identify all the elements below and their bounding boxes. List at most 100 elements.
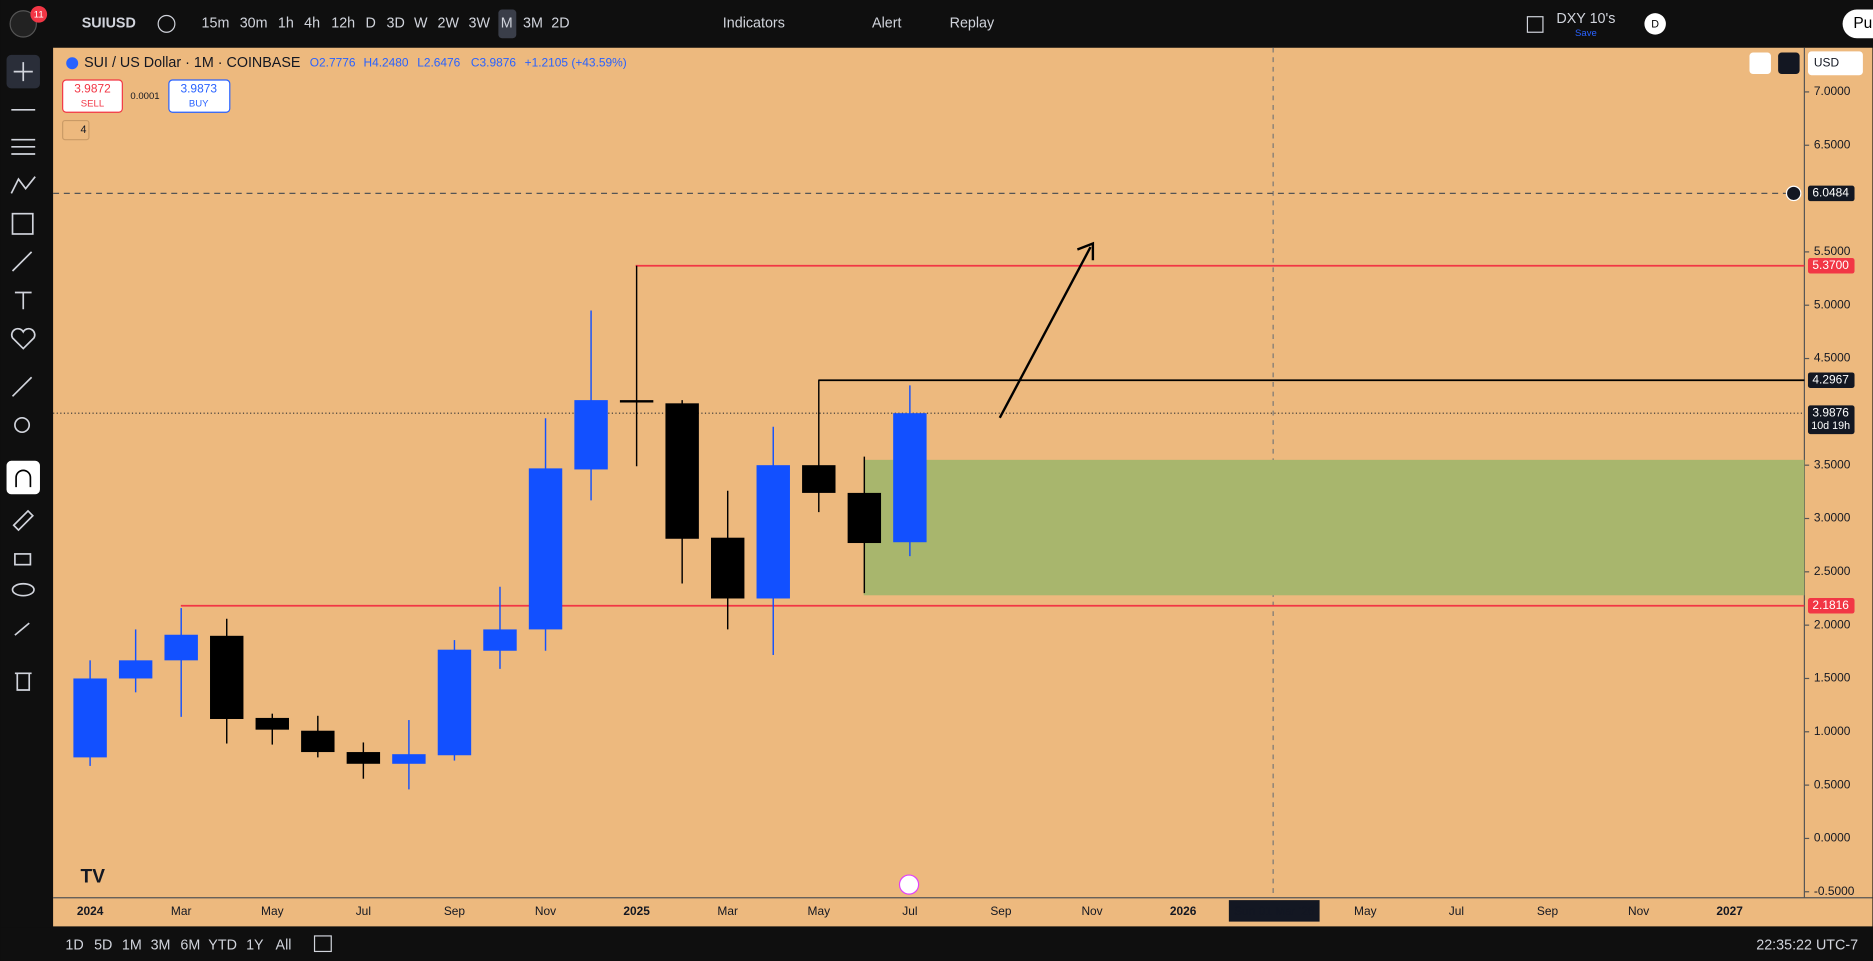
y-tick-label: 3.0000: [1814, 511, 1851, 525]
tv-logo: TV: [81, 866, 106, 887]
notification-badge[interactable]: [30, 5, 48, 23]
currency[interactable]: USD: [1814, 55, 1840, 69]
arrow-drawing: [998, 246, 1092, 419]
timeframe[interactable]: M: [501, 16, 513, 32]
price-label: 3.9876: [1812, 405, 1849, 419]
y-tick-label: 2.5000: [1814, 564, 1851, 578]
timeframe[interactable]: W: [414, 16, 428, 32]
tool-favorites[interactable]: [10, 327, 36, 350]
buy-price[interactable]: 3.9873: [181, 82, 218, 96]
price-label-box: [1807, 257, 1855, 274]
x-tick-label: May: [1354, 904, 1377, 918]
left-toolbar[interactable]: [6, 54, 40, 691]
scale-button[interactable]: [1749, 52, 1771, 75]
tool-trash[interactable]: [14, 672, 32, 691]
range-button[interactable]: 1M: [122, 937, 142, 953]
price-label-box: [1807, 405, 1855, 435]
range-button[interactable]: YTD: [208, 937, 237, 953]
candle-body: [802, 465, 836, 493]
range-button[interactable]: 1D: [65, 937, 83, 953]
candle-body: [73, 678, 107, 758]
buy-button[interactable]: [168, 79, 231, 113]
timeframe[interactable]: 3D: [387, 16, 405, 32]
replay-button[interactable]: Replay: [950, 16, 995, 32]
tool-measure[interactable]: [11, 212, 34, 235]
indicator-count[interactable]: 4: [81, 124, 87, 136]
layout-icon[interactable]: [1526, 16, 1544, 33]
timeframe[interactable]: D: [365, 16, 375, 32]
timeframe[interactable]: 4h: [304, 16, 320, 32]
tool-ruler[interactable]: [11, 376, 33, 397]
range-button[interactable]: 3M: [151, 937, 171, 953]
sell-label[interactable]: SELL: [81, 98, 104, 109]
candle-body: [164, 634, 198, 661]
candle-body: [301, 730, 335, 753]
ohlc: O2.7776 H4.2480 L2.6476 C3.9876 +1.2105 (+43…: [310, 55, 627, 69]
timeframe[interactable]: 15m: [202, 16, 230, 32]
y-tick-label: 2.0000: [1814, 617, 1851, 631]
tool-text[interactable]: [14, 291, 32, 310]
symbol[interactable]: SUIUSD: [82, 16, 136, 32]
x-tick-label: 2025: [623, 904, 650, 918]
price-label-box: [1807, 598, 1855, 614]
timeframe[interactable]: 3M: [523, 16, 543, 32]
sell-button[interactable]: [62, 79, 123, 113]
currency-box[interactable]: [1807, 51, 1863, 76]
tool-pattern[interactable]: [10, 176, 36, 194]
x-tick-label: Jul: [1449, 904, 1464, 918]
tool-lock-drawing[interactable]: [12, 509, 34, 532]
indicator-toggle[interactable]: [62, 119, 90, 141]
save-label[interactable]: Save: [1575, 28, 1597, 39]
y-tick-label: 6.5000: [1814, 137, 1851, 151]
avatar[interactable]: [1644, 13, 1666, 35]
x-tick-label: May: [808, 904, 831, 918]
timeframe[interactable]: 1h: [278, 16, 294, 32]
add-alert-icon[interactable]: [1785, 185, 1802, 202]
indicators-button[interactable]: Indicators: [723, 16, 785, 32]
y-tick-label: 4.5000: [1814, 351, 1851, 365]
y-tick-label: 0.0000: [1814, 831, 1851, 845]
price-label: 6.0484: [1812, 186, 1849, 200]
logo[interactable]: [9, 10, 37, 38]
auto-button[interactable]: [1778, 52, 1800, 75]
layout-name[interactable]: DXY 10's: [1556, 11, 1615, 27]
range-button[interactable]: All: [276, 937, 292, 953]
x-tick-label: 2024: [77, 904, 104, 918]
publish-label[interactable]: Pu: [1853, 15, 1872, 32]
candle-body: [210, 635, 244, 719]
y-tick-label: 3.5000: [1814, 457, 1851, 471]
tool-link[interactable]: [14, 622, 30, 636]
range-button[interactable]: 5D: [94, 937, 112, 953]
range-button[interactable]: 1Y: [246, 937, 264, 953]
x-tick-label: Sun 01 Mar '26: [1234, 904, 1315, 918]
y-tick-label: 1.0000: [1814, 724, 1851, 738]
timeframe[interactable]: 12h: [331, 16, 355, 32]
event-icon[interactable]: [898, 874, 920, 895]
demand-zone: [863, 459, 1805, 596]
y-tick-label: -0.5000: [1814, 884, 1855, 898]
range-button[interactable]: 6M: [180, 937, 200, 953]
price-label: 4.2967: [1812, 372, 1849, 386]
buy-label[interactable]: BUY: [189, 98, 209, 109]
sell-price[interactable]: 3.9872: [74, 82, 111, 96]
timeframe[interactable]: 2W: [438, 16, 460, 32]
tool-brush[interactable]: [11, 251, 33, 272]
candle-body: [756, 465, 790, 599]
tool-magnet-bg[interactable]: [6, 460, 40, 495]
tool-eye[interactable]: [11, 582, 35, 597]
price-label: 5.3700: [1812, 258, 1849, 272]
timeframe[interactable]: 30m: [240, 16, 268, 32]
tool-crosshair[interactable]: [13, 62, 33, 82]
tool-lock[interactable]: [14, 553, 32, 566]
alert-button[interactable]: Alert: [872, 16, 901, 32]
timeframe[interactable]: 2D: [551, 16, 569, 32]
timeframe[interactable]: 3W: [469, 16, 491, 32]
y-tick-label: 0.5000: [1814, 777, 1851, 791]
tool-fib[interactable]: [11, 138, 36, 155]
tool-magnet[interactable]: [15, 469, 32, 488]
add-symbol[interactable]: [157, 14, 176, 33]
candle-body: [483, 629, 517, 651]
tool-zoom[interactable]: [14, 416, 31, 433]
date-range-icon[interactable]: [313, 935, 332, 953]
publish-button[interactable]: [1842, 9, 1873, 39]
